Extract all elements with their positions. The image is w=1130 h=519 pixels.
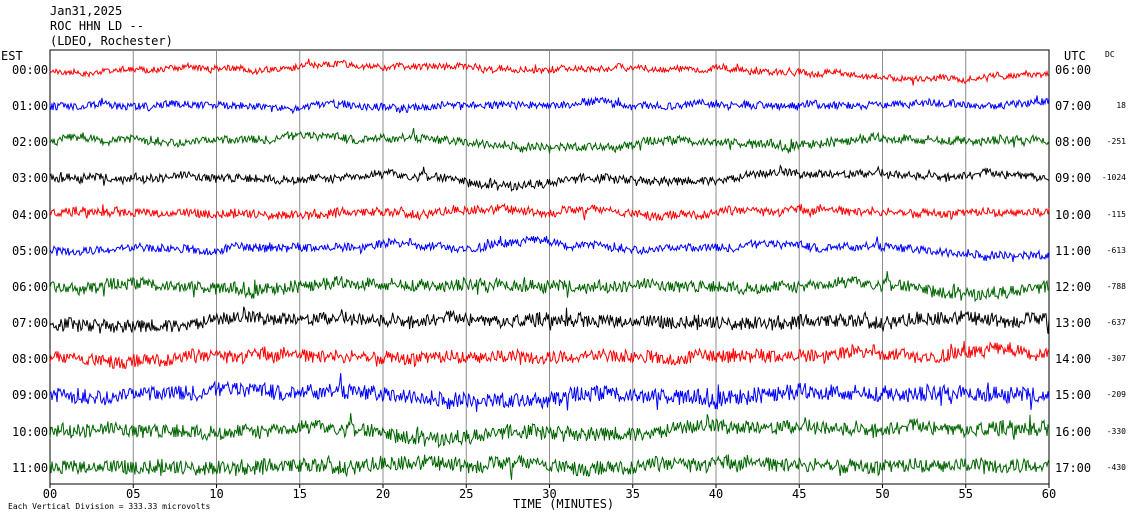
utc-hour-label: 13:00 <box>1055 316 1092 331</box>
est-hour-label: 04:00 <box>12 207 49 222</box>
dc-offset-label: -330 <box>1106 426 1126 436</box>
header-date: Jan31,2025 <box>50 4 123 18</box>
utc-hour-label: 07:00 <box>1055 99 1092 114</box>
dc-offset-label: -613 <box>1106 245 1126 255</box>
x-tick-label: 10 <box>209 487 224 501</box>
est-hour-label: 06:00 <box>12 279 49 294</box>
dc-offset-label: -307 <box>1106 354 1126 364</box>
est-hour-label: 03:00 <box>12 171 49 186</box>
est-hour-label: 00:00 <box>12 62 49 77</box>
est-hour-label: 08:00 <box>12 352 49 367</box>
dc-offset-label: 18 <box>1116 101 1126 111</box>
est-hour-label: 10:00 <box>12 424 49 439</box>
dc-offset-label: -430 <box>1106 462 1126 472</box>
x-tick-label: 50 <box>875 487 890 501</box>
x-tick-label: 05 <box>126 487 141 501</box>
dc-offset-label: -251 <box>1106 137 1126 147</box>
x-tick-label: 25 <box>459 487 474 501</box>
header-station: ROC HHN LD -- <box>50 19 144 33</box>
trace-line <box>49 235 1050 262</box>
est-label: EST <box>1 49 23 63</box>
x-tick-label: 55 <box>958 487 973 501</box>
est-hour-label: 05:00 <box>12 243 49 258</box>
dc-offset-label: -637 <box>1106 318 1126 328</box>
utc-hour-label: 11:00 <box>1055 243 1092 258</box>
trace-line <box>49 373 1050 412</box>
footer-division-note: Each Vertical Division = 333.33 microvol… <box>8 502 211 511</box>
x-tick-label: 20 <box>375 487 391 501</box>
est-hour-label: 07:00 <box>12 316 49 331</box>
dc-offset-label: -1024 <box>1101 173 1126 183</box>
trace-line <box>49 271 1050 303</box>
x-tick-label: 35 <box>625 487 640 501</box>
utc-hour-label: 14:00 <box>1055 352 1092 367</box>
x-tick-label: 45 <box>792 487 807 501</box>
trace-line <box>49 58 1050 86</box>
trace-line <box>49 164 1050 192</box>
utc-hour-label: 10:00 <box>1055 207 1092 222</box>
utc-hour-label: 09:00 <box>1055 171 1092 186</box>
utc-hour-label: 15:00 <box>1055 388 1092 403</box>
x-axis-label: TIME (MINUTES) <box>513 497 615 511</box>
utc-hour-label: 16:00 <box>1055 424 1092 439</box>
trace-line <box>49 453 1050 480</box>
dc-offset-label: -115 <box>1106 209 1126 219</box>
trace-line <box>49 202 1050 222</box>
header-network: (LDEO, Rochester) <box>50 34 173 48</box>
x-tick-label: 40 <box>708 487 724 501</box>
trace-line <box>49 340 1050 370</box>
x-tick-label: 15 <box>292 487 307 501</box>
trace-line <box>49 413 1050 449</box>
dc-offset-label: -788 <box>1106 281 1126 291</box>
est-hour-label: 11:00 <box>12 460 49 475</box>
est-hour-label: 01:00 <box>12 99 49 114</box>
utc-label: UTC <box>1064 49 1086 63</box>
utc-hour-label: 17:00 <box>1055 460 1092 475</box>
utc-hour-label: 08:00 <box>1055 135 1092 150</box>
x-tick-label: 60 <box>1041 487 1057 501</box>
utc-hour-label: 06:00 <box>1055 62 1092 77</box>
est-hour-label: 02:00 <box>12 135 49 150</box>
utc-hour-label: 12:00 <box>1055 279 1092 294</box>
x-tick-label: 00 <box>42 487 58 501</box>
dc-offset-label: -209 <box>1106 390 1126 400</box>
dc-label: DC <box>1105 50 1115 59</box>
trace-line <box>49 127 1050 155</box>
trace-line <box>49 306 1050 334</box>
est-hour-label: 09:00 <box>12 388 49 403</box>
x-tick-label: 30 <box>542 487 557 501</box>
trace-line <box>49 95 1050 115</box>
